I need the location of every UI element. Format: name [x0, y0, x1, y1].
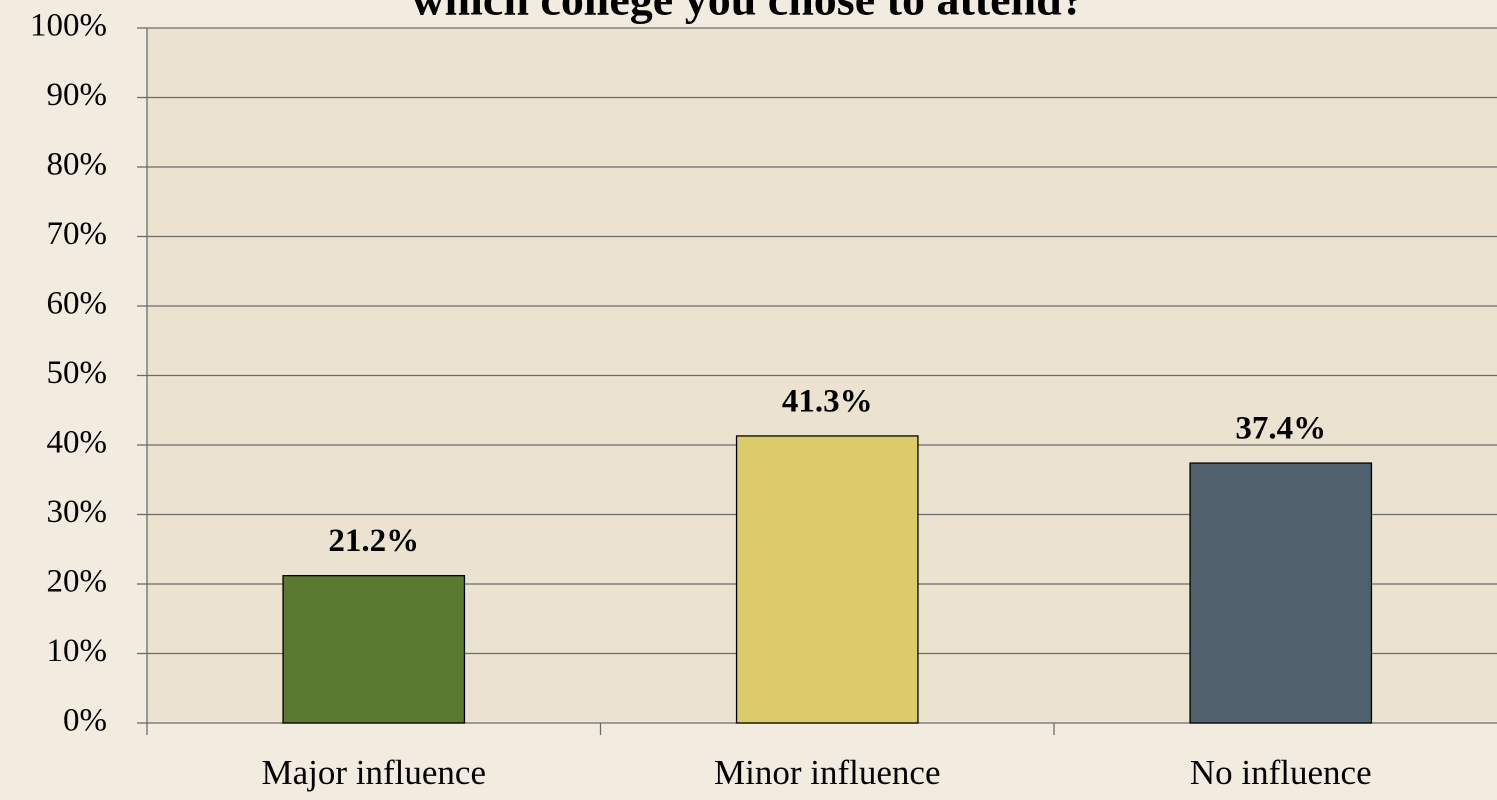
y-tick-label: 50% [47, 355, 108, 391]
value-label: 37.4% [1235, 411, 1326, 447]
y-tick-label: 40% [47, 425, 108, 461]
x-tick-label: Major influence [262, 753, 487, 792]
y-tick-label: 10% [47, 633, 108, 669]
value-label: 41.3% [782, 384, 873, 420]
y-tick-label: 100% [30, 8, 107, 44]
y-tick-label: 90% [47, 77, 108, 113]
bar [1189, 462, 1373, 724]
y-tick-label: 80% [47, 147, 108, 183]
bar [282, 575, 466, 724]
chart-title: which college you chose to attend? [411, 0, 1084, 25]
y-tick-label: 20% [47, 564, 108, 600]
y-tick-label: 0% [63, 703, 107, 739]
x-tick-label: No influence [1190, 753, 1372, 792]
y-tick-label: 70% [47, 216, 108, 252]
bar [735, 435, 919, 724]
y-tick-label: 60% [47, 286, 108, 322]
x-tick-label: Minor influence [714, 753, 940, 792]
y-tick-label: 30% [47, 494, 108, 530]
value-label: 21.2% [328, 523, 419, 559]
